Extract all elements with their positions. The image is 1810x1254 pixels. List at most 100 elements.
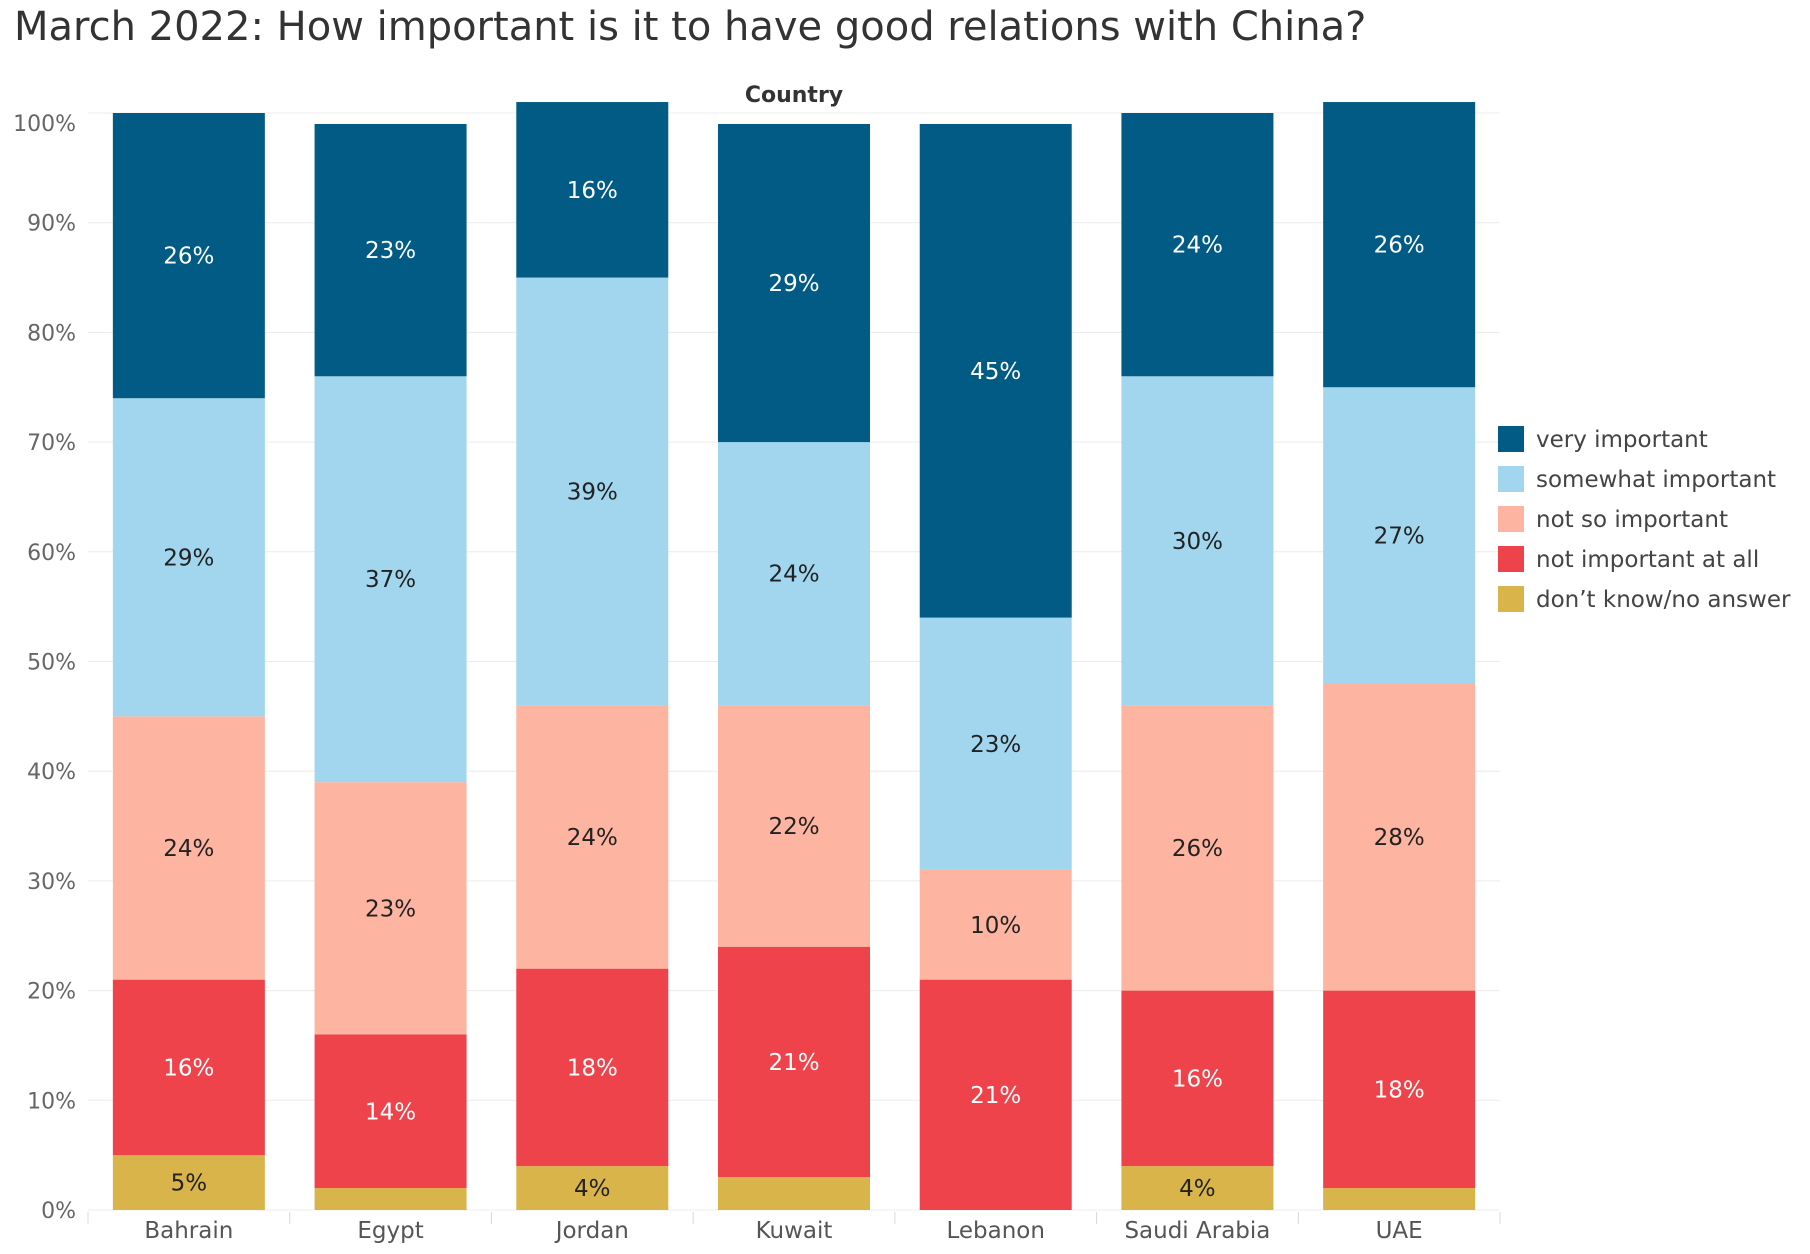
- bar-segment[interactable]: [516, 1166, 669, 1210]
- y-tick-label: 30%: [27, 870, 76, 895]
- x-tick-label: Saudi Arabia: [1124, 1218, 1270, 1244]
- bar-segment[interactable]: [314, 1188, 467, 1210]
- bar-segment[interactable]: [1323, 683, 1476, 991]
- bar-segment[interactable]: [314, 782, 467, 1035]
- data-label: 24%: [1172, 233, 1223, 259]
- data-label: 39%: [567, 479, 618, 505]
- bar-segment[interactable]: [1323, 990, 1476, 1189]
- data-label: 26%: [163, 244, 214, 270]
- data-label: 16%: [163, 1055, 214, 1081]
- data-label: 24%: [567, 825, 618, 851]
- y-tick-label: 0%: [41, 1199, 76, 1224]
- data-label: 23%: [365, 896, 416, 922]
- bar-segment[interactable]: [919, 617, 1072, 870]
- bar-segment[interactable]: [516, 277, 669, 706]
- bar-segment[interactable]: [314, 376, 467, 783]
- legend-swatch[interactable]: [1498, 546, 1524, 572]
- legend-swatch[interactable]: [1498, 586, 1524, 612]
- bar-segment[interactable]: [718, 442, 870, 706]
- data-label: 16%: [1172, 1066, 1223, 1092]
- y-tick-label: 80%: [27, 321, 76, 346]
- data-label: 21%: [970, 1083, 1021, 1109]
- bar-segment[interactable]: [112, 1155, 265, 1210]
- y-tick-label: 100%: [13, 112, 76, 137]
- bar-segment[interactable]: [718, 705, 870, 947]
- bar-segment[interactable]: [112, 113, 265, 399]
- bar-segment[interactable]: [1323, 102, 1476, 388]
- data-label: 26%: [1172, 836, 1223, 862]
- legend-label[interactable]: very important: [1536, 427, 1708, 453]
- data-label: 30%: [1172, 529, 1223, 555]
- legend-swatch[interactable]: [1498, 426, 1524, 452]
- bar-segment[interactable]: [718, 946, 870, 1178]
- y-tick-label: 50%: [27, 651, 76, 676]
- data-label: 21%: [768, 1050, 819, 1076]
- bar-segment[interactable]: [919, 869, 1072, 980]
- bar-segment[interactable]: [112, 398, 265, 717]
- y-tick-label: 40%: [27, 760, 76, 785]
- data-label: 28%: [1374, 825, 1425, 851]
- data-label: 27%: [1374, 523, 1425, 549]
- bar-segment[interactable]: [314, 123, 467, 377]
- data-label: 45%: [970, 359, 1021, 385]
- data-label: 22%: [768, 814, 819, 840]
- column-header: Country: [745, 83, 843, 108]
- bar-segment[interactable]: [1121, 990, 1274, 1167]
- legend-swatch[interactable]: [1498, 466, 1524, 492]
- data-label: 29%: [768, 271, 819, 297]
- data-label: 18%: [567, 1055, 618, 1081]
- data-label: 4%: [574, 1176, 611, 1202]
- y-tick-label: 20%: [27, 980, 76, 1005]
- bar-segment[interactable]: [919, 979, 1072, 1210]
- data-label: 5%: [171, 1171, 208, 1197]
- x-tick-label: Kuwait: [756, 1218, 833, 1244]
- bar-segment[interactable]: [314, 1034, 467, 1189]
- bar-segment[interactable]: [718, 123, 870, 443]
- x-tick-label: Lebanon: [946, 1218, 1044, 1244]
- bar-segment[interactable]: [1121, 376, 1274, 706]
- data-label: 37%: [365, 567, 416, 593]
- x-tick-label: Egypt: [357, 1218, 423, 1244]
- bar-segment[interactable]: [919, 123, 1072, 618]
- data-label: 16%: [567, 178, 618, 204]
- chart-title: March 2022: How important is it to have …: [14, 4, 1367, 50]
- data-label: 14%: [365, 1099, 416, 1125]
- bar-segment[interactable]: [516, 968, 669, 1167]
- legend[interactable]: very important somewhat important not so i…: [1498, 426, 1791, 613]
- data-label: 29%: [163, 545, 214, 571]
- bar-segment[interactable]: [1121, 1166, 1274, 1210]
- bars: 5% 16% 24% 29% 26% 14% 23% 37% 23% 4% 18% 24% 39% 16%…: [112, 102, 1476, 1210]
- y-tick-label: 70%: [27, 431, 76, 456]
- bar-segment[interactable]: [112, 716, 265, 980]
- bar-segment[interactable]: [718, 1177, 870, 1210]
- bar-segment[interactable]: [1323, 1188, 1476, 1210]
- y-tick-label: 60%: [27, 541, 76, 566]
- y-tick-label: 90%: [27, 212, 76, 237]
- data-label: 23%: [365, 238, 416, 264]
- data-label: 10%: [970, 913, 1021, 939]
- y-axis: 0% 10% 20% 30% 40% 50% 60% 70% 80% 90% 100%: [13, 112, 76, 1224]
- data-label: 4%: [1179, 1176, 1216, 1202]
- bar-segment[interactable]: [516, 705, 669, 969]
- data-label: 23%: [970, 732, 1021, 758]
- legend-label[interactable]: don’t know/no answer: [1536, 587, 1791, 613]
- legend-label[interactable]: not important at all: [1536, 547, 1759, 573]
- bar-segment[interactable]: [1323, 387, 1476, 684]
- x-tick-label: UAE: [1376, 1218, 1423, 1244]
- legend-label[interactable]: not so important: [1536, 507, 1728, 533]
- data-label: 24%: [163, 836, 214, 862]
- y-tick-label: 10%: [27, 1089, 76, 1114]
- x-tick-label: Jordan: [554, 1218, 629, 1244]
- legend-label[interactable]: somewhat important: [1536, 467, 1776, 493]
- data-label: 26%: [1374, 233, 1425, 259]
- bar-segment[interactable]: [112, 979, 265, 1156]
- data-label: 24%: [768, 562, 819, 588]
- bar-segment[interactable]: [1121, 113, 1274, 377]
- data-label: 18%: [1374, 1077, 1425, 1103]
- bar-segment[interactable]: [516, 102, 669, 278]
- bar-segment[interactable]: [1121, 705, 1274, 991]
- legend-swatch[interactable]: [1498, 506, 1524, 532]
- x-tick-label: Bahrain: [144, 1218, 233, 1244]
- x-axis: Bahrain Egypt Jordan Kuwait Lebanon Saudi Ara…: [87, 1212, 1501, 1244]
